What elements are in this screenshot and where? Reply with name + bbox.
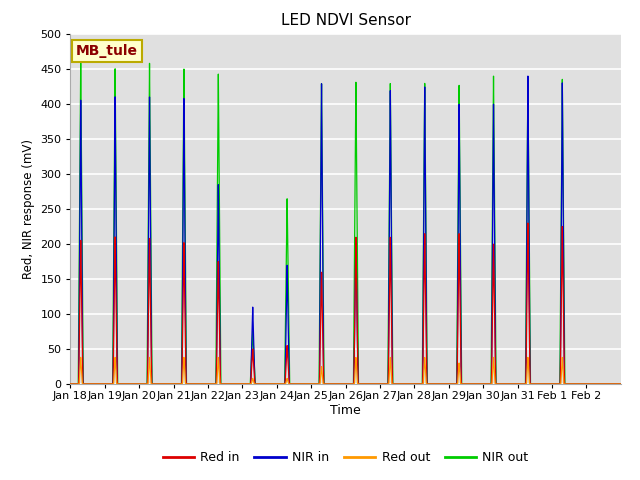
X-axis label: Time: Time [330,404,361,417]
Legend: Red in, NIR in, Red out, NIR out: Red in, NIR in, Red out, NIR out [157,446,534,469]
Text: MB_tule: MB_tule [76,44,138,58]
Title: LED NDVI Sensor: LED NDVI Sensor [280,13,411,28]
Y-axis label: Red, NIR response (mV): Red, NIR response (mV) [22,139,35,279]
